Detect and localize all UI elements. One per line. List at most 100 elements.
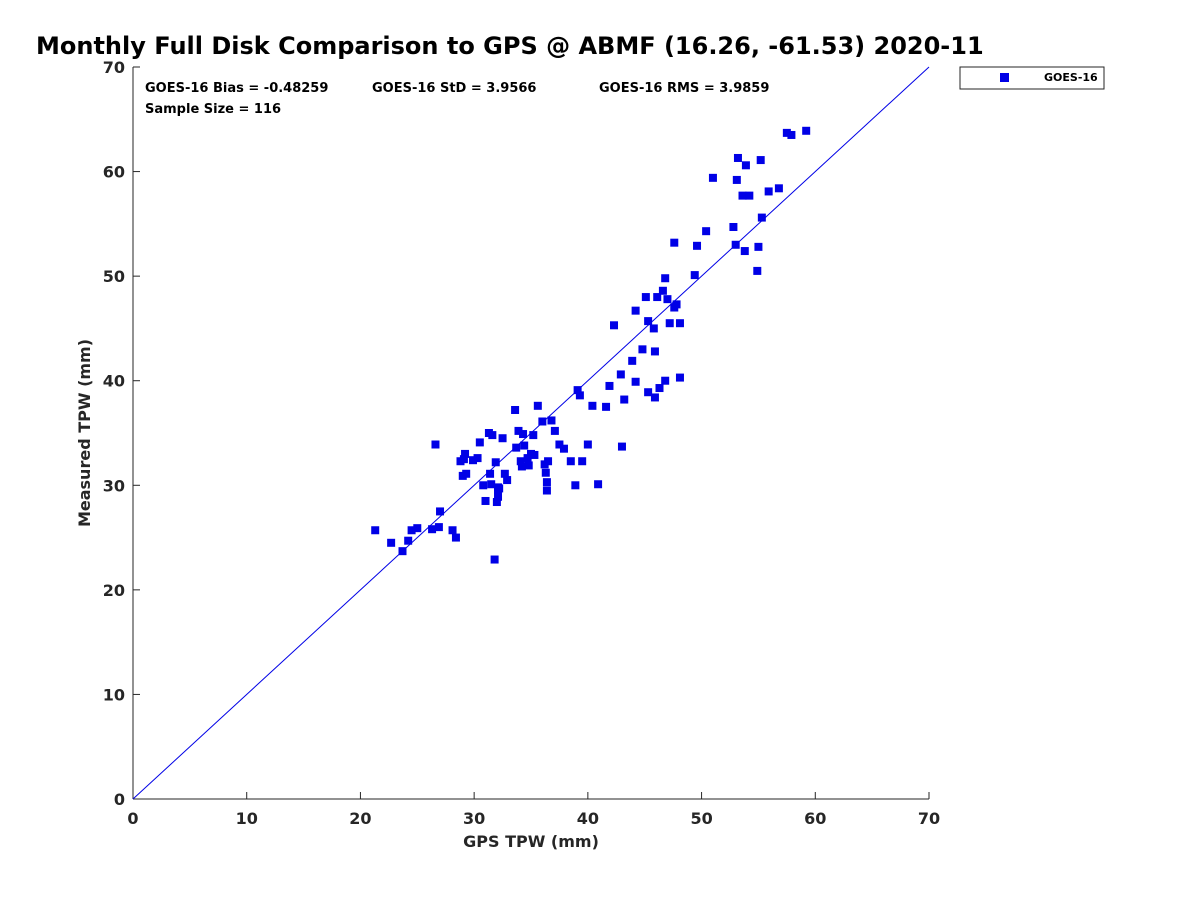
data-point xyxy=(479,481,488,490)
y-tick-label: 40 xyxy=(103,372,125,391)
x-tick-label: 70 xyxy=(918,809,940,828)
data-point xyxy=(488,431,497,440)
data-point xyxy=(655,384,664,393)
data-point xyxy=(578,457,587,466)
data-point xyxy=(672,300,681,309)
stat-std: GOES-16 StD = 3.9566 xyxy=(372,81,536,96)
data-point xyxy=(693,241,702,250)
data-point xyxy=(573,386,582,395)
data-point xyxy=(524,461,533,470)
data-point xyxy=(503,476,512,485)
y-tick-label: 50 xyxy=(103,267,125,286)
data-point xyxy=(475,438,484,447)
data-point xyxy=(708,173,717,182)
x-ticks: 0 10 20 30 40 50 60 70 xyxy=(127,792,940,828)
data-point xyxy=(650,347,659,356)
data-point xyxy=(802,126,811,135)
data-point xyxy=(512,443,521,452)
data-point xyxy=(641,293,650,302)
data-point xyxy=(620,395,629,404)
data-point xyxy=(653,293,662,302)
data-point xyxy=(764,187,773,196)
data-point xyxy=(616,370,625,379)
data-point xyxy=(753,266,762,275)
y-tick-label: 30 xyxy=(103,476,125,495)
y-axis-label: Measured TPW (mm) xyxy=(75,339,94,527)
legend: GOES-16 xyxy=(959,66,1105,90)
plot-area: 0 10 20 30 40 50 60 70 0 10 20 30 40 50 60 70 xyxy=(103,58,940,828)
data-point xyxy=(663,295,672,304)
data-points xyxy=(371,126,811,564)
data-point xyxy=(661,376,670,385)
data-point xyxy=(782,128,791,137)
data-point xyxy=(481,496,490,505)
x-tick-label: 20 xyxy=(349,809,371,828)
data-point xyxy=(638,345,647,354)
data-point xyxy=(702,227,711,236)
data-point xyxy=(469,456,478,465)
data-point xyxy=(519,430,528,439)
data-point xyxy=(498,434,507,443)
data-point xyxy=(787,130,796,139)
data-point xyxy=(431,440,440,449)
data-point xyxy=(491,458,500,467)
data-point xyxy=(461,449,470,458)
data-point xyxy=(631,377,640,386)
data-point xyxy=(575,391,584,400)
legend-marker-square xyxy=(1000,73,1009,82)
data-point xyxy=(756,156,765,165)
data-point xyxy=(487,480,496,489)
data-point xyxy=(448,526,457,535)
data-point xyxy=(566,457,575,466)
data-point xyxy=(547,416,556,425)
data-point xyxy=(670,238,679,247)
x-tick-label: 10 xyxy=(236,809,258,828)
x-axis-label: GPS TPW (mm) xyxy=(463,832,599,851)
data-point xyxy=(462,469,471,478)
data-point xyxy=(494,485,503,494)
data-point xyxy=(617,442,626,451)
data-point xyxy=(542,478,551,487)
data-point xyxy=(628,356,637,365)
x-tick-label: 0 xyxy=(127,809,138,828)
data-point xyxy=(757,213,766,222)
data-point xyxy=(550,426,559,435)
data-point xyxy=(675,319,684,328)
data-point xyxy=(490,555,499,564)
data-point xyxy=(398,547,407,556)
data-point xyxy=(738,191,747,200)
data-point xyxy=(530,450,539,459)
data-point xyxy=(571,481,580,490)
y-tick-label: 20 xyxy=(103,581,125,600)
data-point xyxy=(631,306,640,315)
data-point xyxy=(610,321,619,330)
data-point xyxy=(665,319,674,328)
data-point xyxy=(605,381,614,390)
data-point xyxy=(650,393,659,402)
data-point xyxy=(511,405,520,414)
data-point xyxy=(729,222,738,231)
data-point xyxy=(732,175,741,184)
data-point xyxy=(533,401,542,410)
data-point xyxy=(387,538,396,547)
x-tick-label: 60 xyxy=(804,809,826,828)
data-point xyxy=(451,533,460,542)
data-point xyxy=(741,161,750,170)
data-point xyxy=(559,444,568,453)
data-point xyxy=(514,426,523,435)
data-point xyxy=(690,271,699,280)
x-tick-label: 40 xyxy=(577,809,599,828)
data-point xyxy=(520,441,529,450)
data-point xyxy=(541,468,550,477)
data-point xyxy=(486,469,495,478)
data-point xyxy=(588,401,597,410)
data-point xyxy=(523,454,532,463)
y-ticks: 0 10 20 30 40 50 60 70 xyxy=(103,58,140,809)
data-point xyxy=(542,486,551,495)
y-tick-label: 70 xyxy=(103,58,125,77)
y-tick-label: 0 xyxy=(114,790,125,809)
data-point xyxy=(492,498,501,507)
y-tick-label: 60 xyxy=(103,163,125,182)
data-point xyxy=(544,457,553,466)
